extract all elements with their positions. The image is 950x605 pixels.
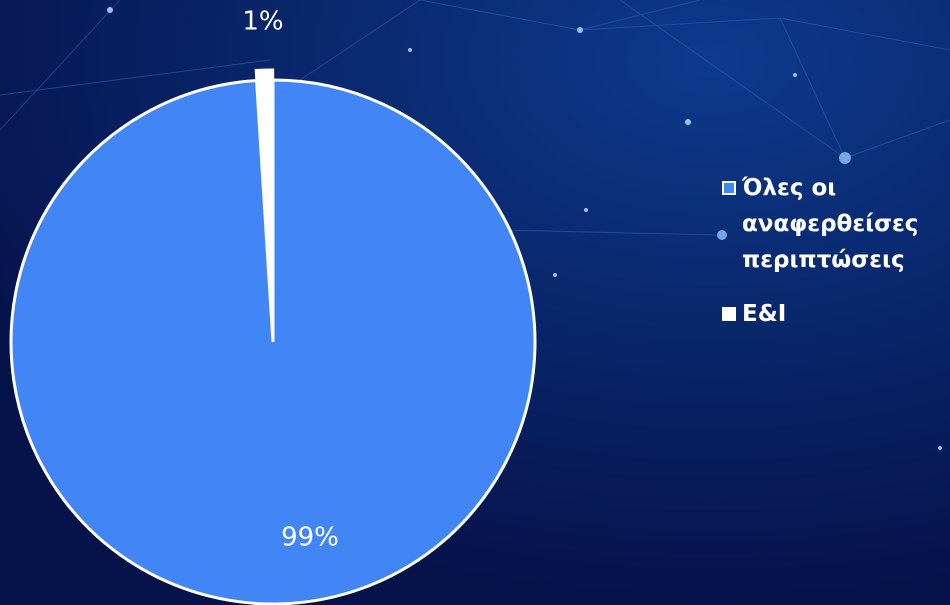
legend-label: Ε&Ι <box>742 301 787 327</box>
legend-item: Όλες οι αναφερθείσες περιπτώσεις <box>722 170 950 278</box>
legend: Όλες οι αναφερθείσες περιπτώσεις Ε&Ι <box>722 170 950 350</box>
legend-swatch <box>722 307 736 321</box>
pie-slice <box>9 78 537 605</box>
legend-label: Όλες οι αναφερθείσες περιπτώσεις <box>742 175 919 273</box>
pie-slice <box>254 68 275 333</box>
legend-item: Ε&Ι <box>722 296 950 332</box>
data-label: 1% <box>242 7 283 37</box>
data-label: 99% <box>281 523 339 553</box>
legend-swatch <box>722 181 736 195</box>
